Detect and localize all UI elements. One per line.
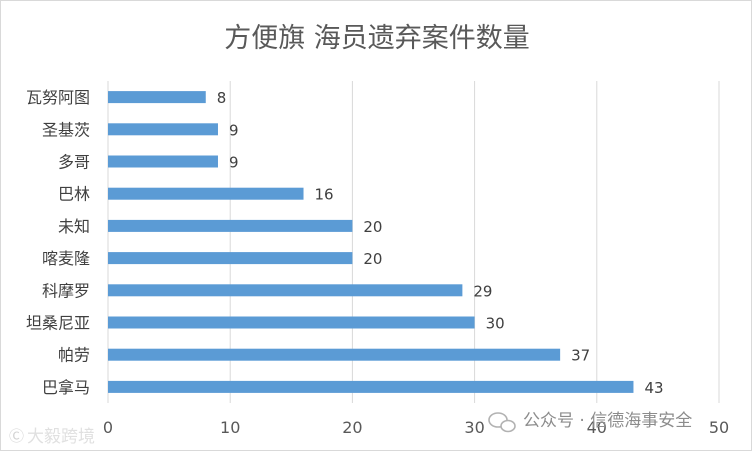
bar <box>108 219 353 232</box>
category-label: 坦桑尼亚 <box>26 314 90 333</box>
category-label: 巴拿马 <box>42 378 90 397</box>
bar <box>108 380 634 393</box>
data-label: 8 <box>217 89 227 107</box>
watermark-left-logo-icon: Ⓒ <box>9 427 24 445</box>
bar <box>108 91 206 104</box>
x-tick-label: 30 <box>464 418 484 437</box>
data-label: 30 <box>486 315 505 333</box>
category-label: 巴林 <box>58 185 90 204</box>
category-label: 瓦努阿图 <box>26 88 90 107</box>
category-label: 帕劳 <box>58 346 90 365</box>
x-tick-label: 10 <box>220 418 240 437</box>
data-label: 37 <box>571 347 590 365</box>
bar <box>108 123 218 136</box>
category-label: 未知 <box>58 217 90 236</box>
data-label: 20 <box>363 218 382 236</box>
bar <box>108 316 475 329</box>
x-tick-label: 50 <box>709 418 729 437</box>
data-label: 20 <box>363 250 382 268</box>
data-label: 9 <box>229 154 239 172</box>
x-tick-label: 20 <box>342 418 362 437</box>
category-label: 圣基茨 <box>42 120 90 139</box>
watermark-left-text: 大毅跨境 <box>27 427 95 447</box>
data-label: 29 <box>473 282 492 300</box>
bar <box>108 187 304 200</box>
x-tick-label: 40 <box>587 418 607 437</box>
watermark-left: Ⓒ 大毅跨境 <box>9 427 95 447</box>
bar <box>108 348 561 361</box>
bar <box>108 155 218 168</box>
watermark-right: 公众号 · 信德海事安全 <box>488 411 692 433</box>
category-label: 喀麦隆 <box>42 249 90 268</box>
wechat-icon <box>488 412 516 433</box>
bars <box>108 91 634 393</box>
category-label: 科摩罗 <box>42 281 90 300</box>
x-tick-labels: 0 10 20 30 40 50 <box>103 418 729 437</box>
data-label: 43 <box>644 379 663 397</box>
bar <box>108 284 463 297</box>
watermark-right-text: 公众号 · 信德海事安全 <box>523 411 692 431</box>
x-tick-label: 0 <box>103 418 113 437</box>
category-label: 多哥 <box>58 153 90 172</box>
data-label: 16 <box>315 186 334 204</box>
bar <box>108 252 353 265</box>
data-label: 9 <box>229 121 239 139</box>
chart-title: 方便旗 海员遗弃案件数量 <box>224 23 530 54</box>
